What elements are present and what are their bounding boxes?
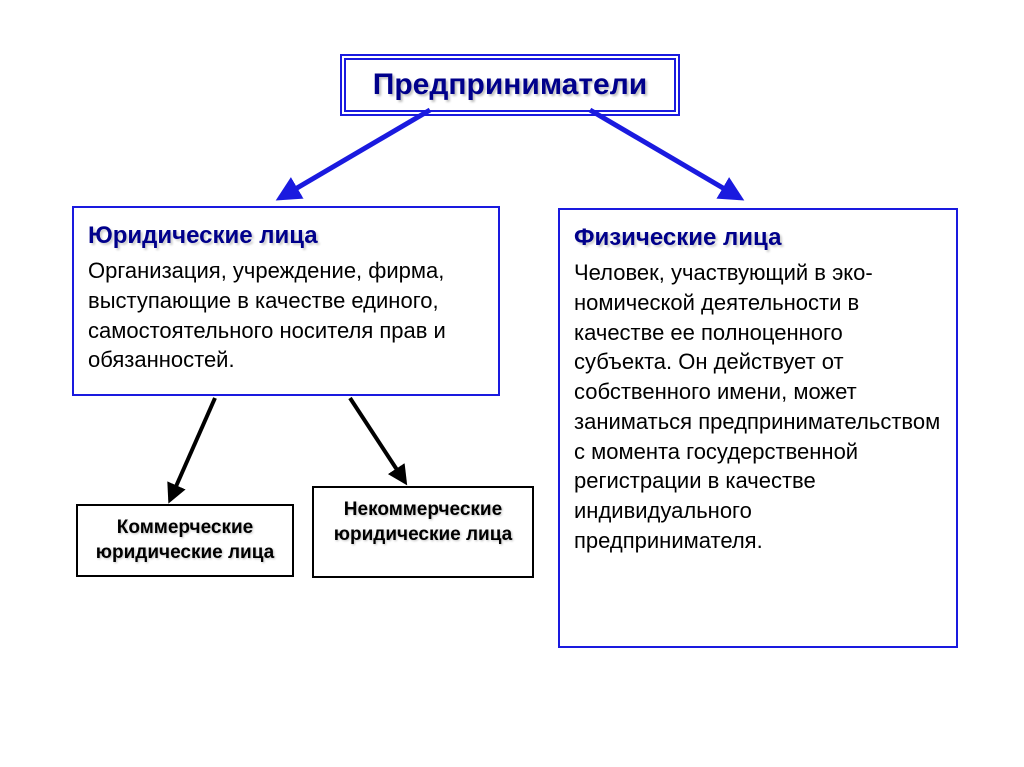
node-legal-body: Организация, учреждение, фирма, выступаю… (88, 256, 484, 375)
node-legal-entities: Юридические лица Организация, учреждение… (72, 206, 500, 396)
node-commercial: Коммерческие юридические лица (76, 504, 294, 577)
node-noncommercial-label: Некоммерческие юридические лица (334, 499, 512, 545)
node-physical-title: Физические лица (574, 222, 942, 254)
node-physical-persons: Физические лица Человек, участвующий в э… (558, 208, 958, 648)
node-commercial-label: Коммерческие юридические лица (96, 517, 274, 563)
root-node-label: Предприниматели (373, 68, 647, 101)
root-node: Предприниматели (340, 54, 680, 116)
node-noncommercial: Некоммерческие юридические лица (312, 486, 534, 578)
node-legal-title: Юридические лица (88, 220, 484, 252)
node-physical-body: Человек, участвующий в эко­номической де… (574, 258, 942, 555)
